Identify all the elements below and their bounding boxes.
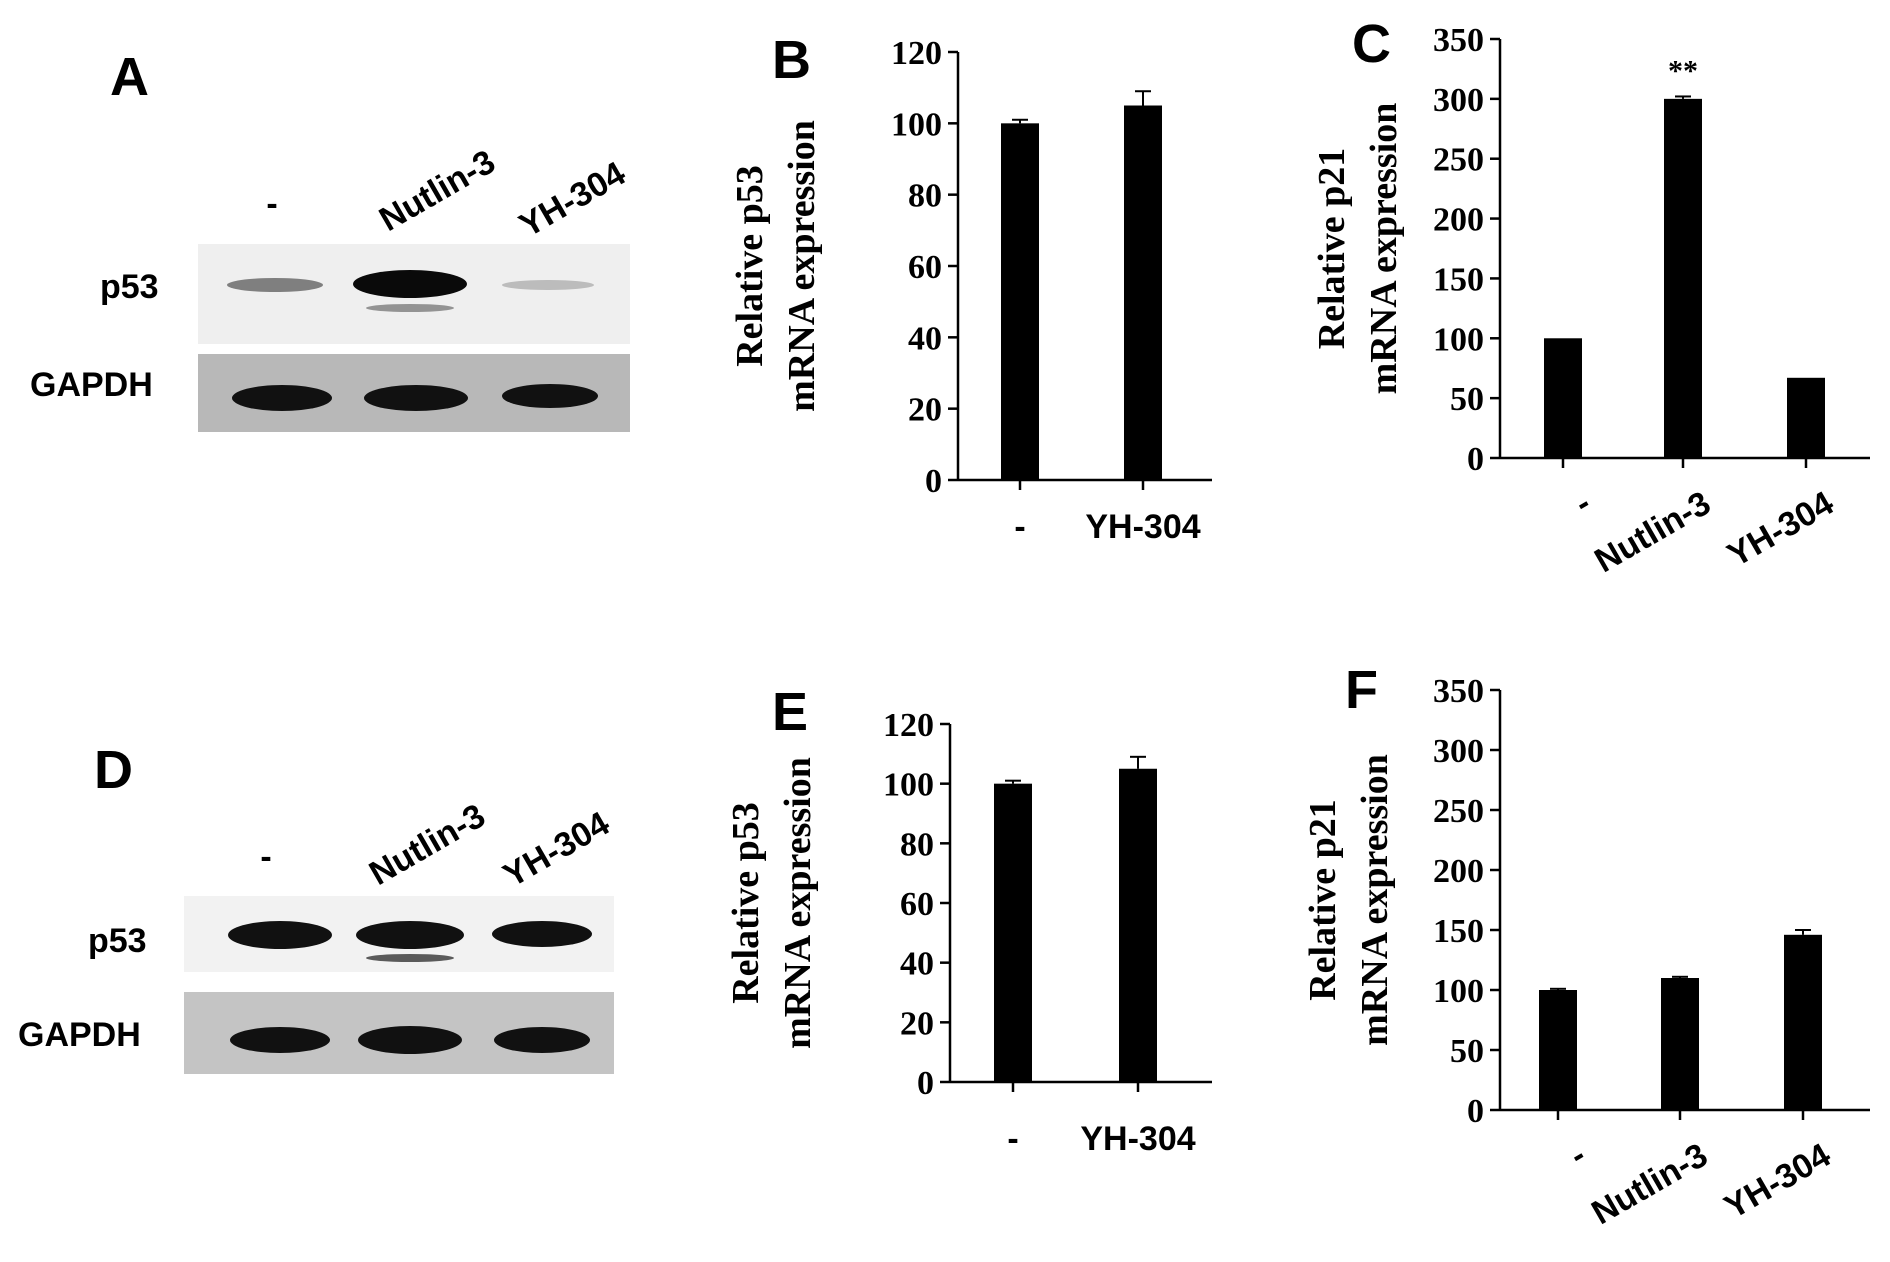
y-tick-label: 150 — [1433, 913, 1484, 950]
p53-band-nutlin3 — [353, 270, 467, 298]
x-category-label: - — [1007, 1120, 1018, 1158]
y-axis-label: Relative p21 — [1311, 148, 1353, 350]
y-tick-label: 50 — [1450, 381, 1484, 418]
bar — [1539, 990, 1577, 1110]
y-tick-label: 80 — [908, 178, 942, 215]
y-tick-label: 200 — [1433, 202, 1484, 239]
y-tick-label: 100 — [1433, 973, 1484, 1010]
panel-letter-f: F — [1345, 660, 1378, 720]
y-tick-label: 0 — [917, 1065, 934, 1102]
y-tick-label: 0 — [1467, 441, 1484, 478]
bar — [1784, 934, 1822, 1110]
y-tick-label: 0 — [925, 463, 942, 500]
p53-lower-band-nutlin3 — [366, 954, 454, 962]
panel-e-bar-chart: 0 20 40 60 80 100 120 Relative p53 mRNA expressi… — [725, 707, 1212, 1158]
y-tick-label: 50 — [1450, 1033, 1484, 1070]
panel-letter-c: C — [1352, 14, 1391, 74]
y-tick-label: 100 — [891, 106, 942, 143]
y-tick-label: 150 — [1433, 261, 1484, 298]
y-tick-label: 80 — [900, 826, 934, 863]
y-tick-label: 100 — [883, 767, 934, 804]
bar — [1544, 338, 1582, 458]
y-tick-label: 200 — [1433, 853, 1484, 890]
lane-label-control: - — [260, 838, 271, 876]
y-tick-label: 250 — [1433, 142, 1484, 179]
y-axis-label: Relative p53 — [725, 802, 767, 1004]
y-tick-label: 40 — [900, 946, 934, 983]
p53-band-nutlin3 — [356, 921, 464, 949]
band-label-gapdh: GAPDH — [18, 1016, 141, 1054]
y-tick-label: 60 — [908, 249, 942, 286]
panel-letter-a: A — [110, 47, 149, 107]
bar — [1787, 377, 1825, 458]
y-axis-label: mRNA expression — [777, 757, 819, 1049]
p53-lower-band-nutlin3 — [366, 304, 454, 312]
band-label-p53: p53 — [88, 922, 147, 960]
y-tick-label: 20 — [908, 392, 942, 429]
panel-letter-b: B — [772, 30, 811, 90]
bar — [1664, 98, 1702, 458]
y-tick-label: 350 — [1433, 673, 1484, 710]
bar — [1661, 978, 1699, 1110]
y-axis-label: mRNA expression — [1354, 754, 1396, 1046]
bar — [1119, 768, 1157, 1082]
p53-band-control — [228, 921, 332, 949]
bar — [994, 783, 1032, 1082]
significance-annotation: ** — [1668, 54, 1698, 87]
panel-e-chart: E 0 20 40 60 80 100 120 Relative p53 mRNA expres… — [725, 682, 1212, 1158]
band-label-gapdh: GAPDH — [30, 366, 153, 404]
band-label-p53: p53 — [100, 268, 159, 306]
panel-letter-d: D — [94, 740, 133, 800]
x-category-label: - — [1014, 508, 1025, 546]
bar — [1001, 123, 1039, 480]
gapdh-band-nutlin3 — [358, 1026, 462, 1054]
lane-label-control: - — [266, 185, 277, 223]
bar — [1124, 105, 1162, 480]
y-tick-label: 120 — [883, 707, 934, 744]
y-tick-label: 0 — [1467, 1093, 1484, 1130]
y-tick-label: 250 — [1433, 793, 1484, 830]
y-axis-label: mRNA expression — [781, 120, 823, 412]
y-tick-label: 300 — [1433, 82, 1484, 119]
y-tick-label: 120 — [891, 35, 942, 72]
p53-band-yh304 — [502, 280, 594, 290]
gapdh-band-nutlin3 — [364, 385, 468, 411]
gapdh-band-yh304 — [502, 384, 598, 408]
y-axis-label: mRNA expression — [1363, 103, 1405, 395]
gapdh-band-yh304 — [494, 1027, 590, 1053]
y-tick-label: 60 — [900, 886, 934, 923]
y-tick-label: 350 — [1433, 22, 1484, 59]
y-tick-label: 300 — [1433, 733, 1484, 770]
panel-b-bar-chart: 0 20 40 60 80 100 120 Relative p53 mRNA expressi… — [729, 35, 1212, 546]
y-axis-label: Relative p21 — [1302, 799, 1344, 1001]
y-axis-label: Relative p53 — [729, 165, 771, 367]
panel-b-chart: B 0 20 40 60 80 100 120 Relative p53 mRNA expres… — [729, 30, 1212, 546]
gapdh-band-control — [230, 1027, 330, 1053]
y-tick-label: 40 — [908, 320, 942, 357]
p53-band-control — [227, 278, 323, 292]
p53-band-yh304 — [492, 921, 592, 947]
y-tick-label: 20 — [900, 1005, 934, 1042]
x-category-label: YH-304 — [1080, 1120, 1195, 1158]
y-tick-label: 100 — [1433, 321, 1484, 358]
x-category-label: YH-304 — [1085, 508, 1200, 546]
panel-letter-e: E — [772, 682, 808, 742]
gapdh-band-control — [232, 385, 332, 411]
